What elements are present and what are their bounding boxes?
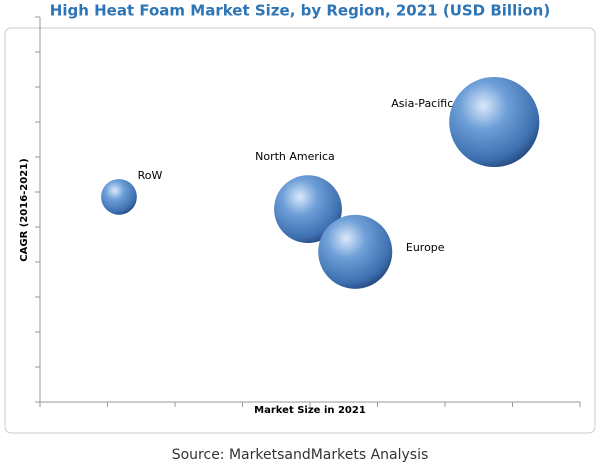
source: Source: MarketsandMarkets Analysis — [172, 447, 429, 463]
bubble-label: Asia-Pacific — [391, 97, 453, 110]
chart-frame — [4, 27, 596, 434]
bubble — [318, 214, 393, 289]
y-axis-label: CAGR (2016-2021) — [19, 158, 30, 261]
bubble-label: RoW — [138, 169, 163, 182]
bubble-label: Europe — [406, 241, 445, 254]
bubble — [449, 76, 540, 168]
bubble — [101, 179, 137, 215]
bubble-label: North America — [255, 150, 335, 163]
bubble — [274, 175, 342, 244]
chart-title: High Heat Foam Market Size, by Region, 2… — [50, 2, 550, 20]
x-axis-label: Market Size in 2021 — [254, 405, 366, 416]
